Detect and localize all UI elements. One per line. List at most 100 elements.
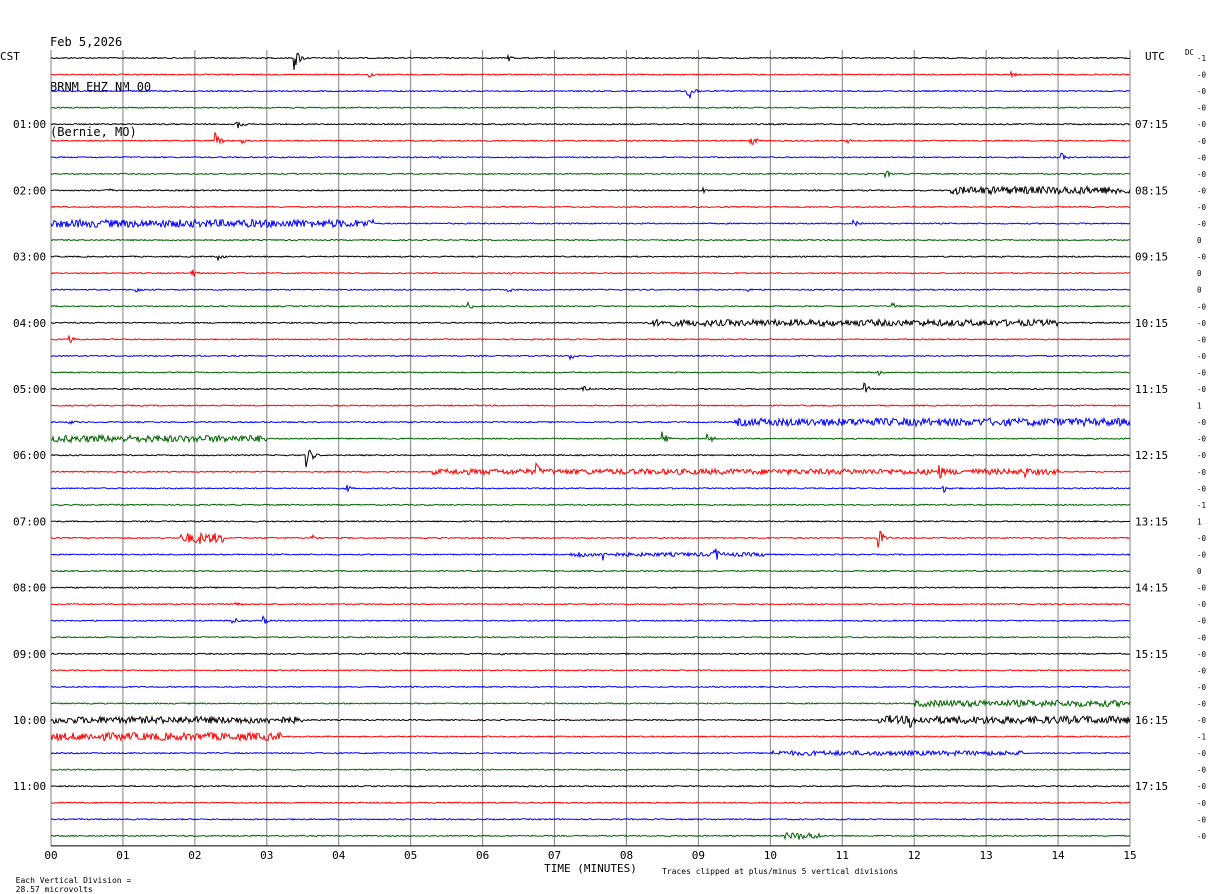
trace-line: [50, 484, 1131, 494]
dc-offset-label: -0: [1197, 368, 1207, 377]
trace-line: [51, 520, 1131, 523]
left-hour-label: 03:00: [13, 251, 46, 264]
dc-offset-label: -0: [1197, 699, 1207, 708]
right-hour-label: 15:15: [1135, 648, 1168, 661]
left-hour-label: 09:00: [13, 648, 46, 661]
x-tick-label: 01: [116, 849, 129, 862]
footer-scale: Each Vertical Division = 28.57 microvolt…: [6, 867, 132, 894]
footer-clip-note: Traces clipped at plus/minus 5 vertical …: [662, 867, 899, 876]
trace-line: [50, 120, 1131, 129]
dc-offset-label: -0: [1197, 749, 1207, 758]
dc-offset-label: -0: [1197, 815, 1207, 824]
trace-line: [50, 69, 1131, 79]
dc-offset-label: -0: [1197, 666, 1207, 675]
trace-line: [50, 548, 1131, 561]
dc-offset-label: 0: [1197, 286, 1202, 295]
dc-offset-label: -1: [1197, 733, 1206, 742]
trace-line: [50, 801, 1131, 805]
trace-line: [50, 503, 1131, 507]
trace-line: [50, 748, 1131, 758]
trace-line: [50, 461, 1131, 480]
dc-offset-label: -1: [1197, 501, 1206, 510]
trace-line: [50, 569, 1131, 573]
trace-line: [50, 269, 1131, 277]
x-tick-label: 12: [908, 849, 921, 862]
footer-scale-value: 28.57 microvolts: [15, 885, 93, 894]
dc-offset-label: -0: [1197, 319, 1207, 328]
left-hour-label: 04:00: [13, 317, 46, 330]
right-hour-label: 07:15: [1135, 118, 1168, 131]
dc-offset-label: -0: [1197, 71, 1207, 80]
trace-line: [50, 52, 1131, 70]
dc-offset-label: -0: [1197, 468, 1207, 477]
dc-offset-label: -0: [1197, 534, 1207, 543]
dc-offset-label: -0: [1197, 385, 1207, 394]
dc-offset-label: -0: [1197, 335, 1207, 344]
dc-offset-label: -0: [1197, 253, 1207, 262]
x-tick-label: 03: [260, 849, 273, 862]
left-hour-label: 01:00: [13, 118, 46, 131]
trace-line: [50, 152, 1131, 160]
dc-offset-label: 0: [1197, 236, 1202, 245]
dc-offset-label: -1: [1197, 54, 1206, 63]
trace-line: [50, 238, 1131, 242]
dc-offset-label: -0: [1197, 170, 1207, 179]
dc-header-label: DC: [1185, 48, 1194, 57]
trace-group: [50, 52, 1131, 841]
left-hour-label: 02:00: [13, 184, 46, 197]
trace-line: [50, 370, 1131, 377]
dc-offset-label: -0: [1197, 551, 1207, 560]
x-tick-label: 07: [548, 849, 561, 862]
x-tick-label: 11: [836, 849, 849, 862]
dc-offset-label: -0: [1197, 352, 1207, 361]
date-label: Feb 5,2026: [50, 35, 123, 49]
left-hour-label: 07:00: [13, 515, 46, 528]
right-hour-label: 10:15: [1135, 317, 1168, 330]
dc-offset-label: -0: [1197, 203, 1207, 212]
dc-offset-label: -0: [1197, 484, 1207, 493]
dc-offset-label: -0: [1197, 87, 1207, 96]
left-hour-label: 10:00: [13, 714, 46, 727]
dc-offset-label: -0: [1197, 137, 1207, 146]
trace-line: [50, 287, 1131, 293]
dc-offset-label: -0: [1197, 716, 1207, 725]
x-tick-label: 08: [620, 849, 633, 862]
x-tick-label: 13: [980, 849, 993, 862]
trace-line: [50, 255, 1131, 261]
dc-offset-label: -0: [1197, 683, 1207, 692]
x-tick-label: 05: [404, 849, 417, 862]
location-label: (Bernie, MO): [50, 125, 137, 139]
trace-line: [50, 669, 1131, 672]
dc-offset-label: -0: [1197, 766, 1207, 775]
dc-offset-label: -0: [1197, 186, 1207, 195]
trace-line: [50, 382, 1131, 393]
footer-scale-prefix: Each Vertical Division =: [15, 876, 132, 885]
dc-offset-label: -0: [1197, 418, 1207, 427]
grid-lines: [50, 50, 1131, 847]
trace-line: [50, 449, 1131, 468]
dc-offset-label: -0: [1197, 633, 1207, 642]
trace-line: [50, 106, 1131, 109]
trace-line: [50, 416, 1131, 428]
trace-line: [50, 698, 1131, 709]
trace-line: [50, 170, 1131, 179]
trace-line: [50, 651, 1130, 656]
dc-offset-label: 0: [1197, 567, 1202, 576]
x-tick-label: 02: [188, 849, 201, 862]
trace-line: [51, 431, 1131, 444]
trace-line: [50, 586, 1131, 589]
right-hour-label: 09:15: [1135, 251, 1168, 264]
x-tick-label: 10: [764, 849, 777, 862]
dc-offset-label: -0: [1197, 617, 1207, 626]
x-tick-label: 04: [332, 849, 346, 862]
trace-line: [50, 635, 1131, 639]
dc-offset-label: -0: [1197, 782, 1207, 791]
x-tick-label: 15: [1123, 849, 1136, 862]
dc-offset-label: 0: [1197, 269, 1202, 278]
trace-line: [50, 317, 1131, 328]
trace-line: [50, 218, 1131, 229]
dc-offset-label: -0: [1197, 302, 1207, 311]
x-tick-label: 00: [44, 849, 57, 862]
dc-offset-label: -0: [1197, 600, 1207, 609]
x-axis-title: TIME (MINUTES): [544, 862, 637, 875]
